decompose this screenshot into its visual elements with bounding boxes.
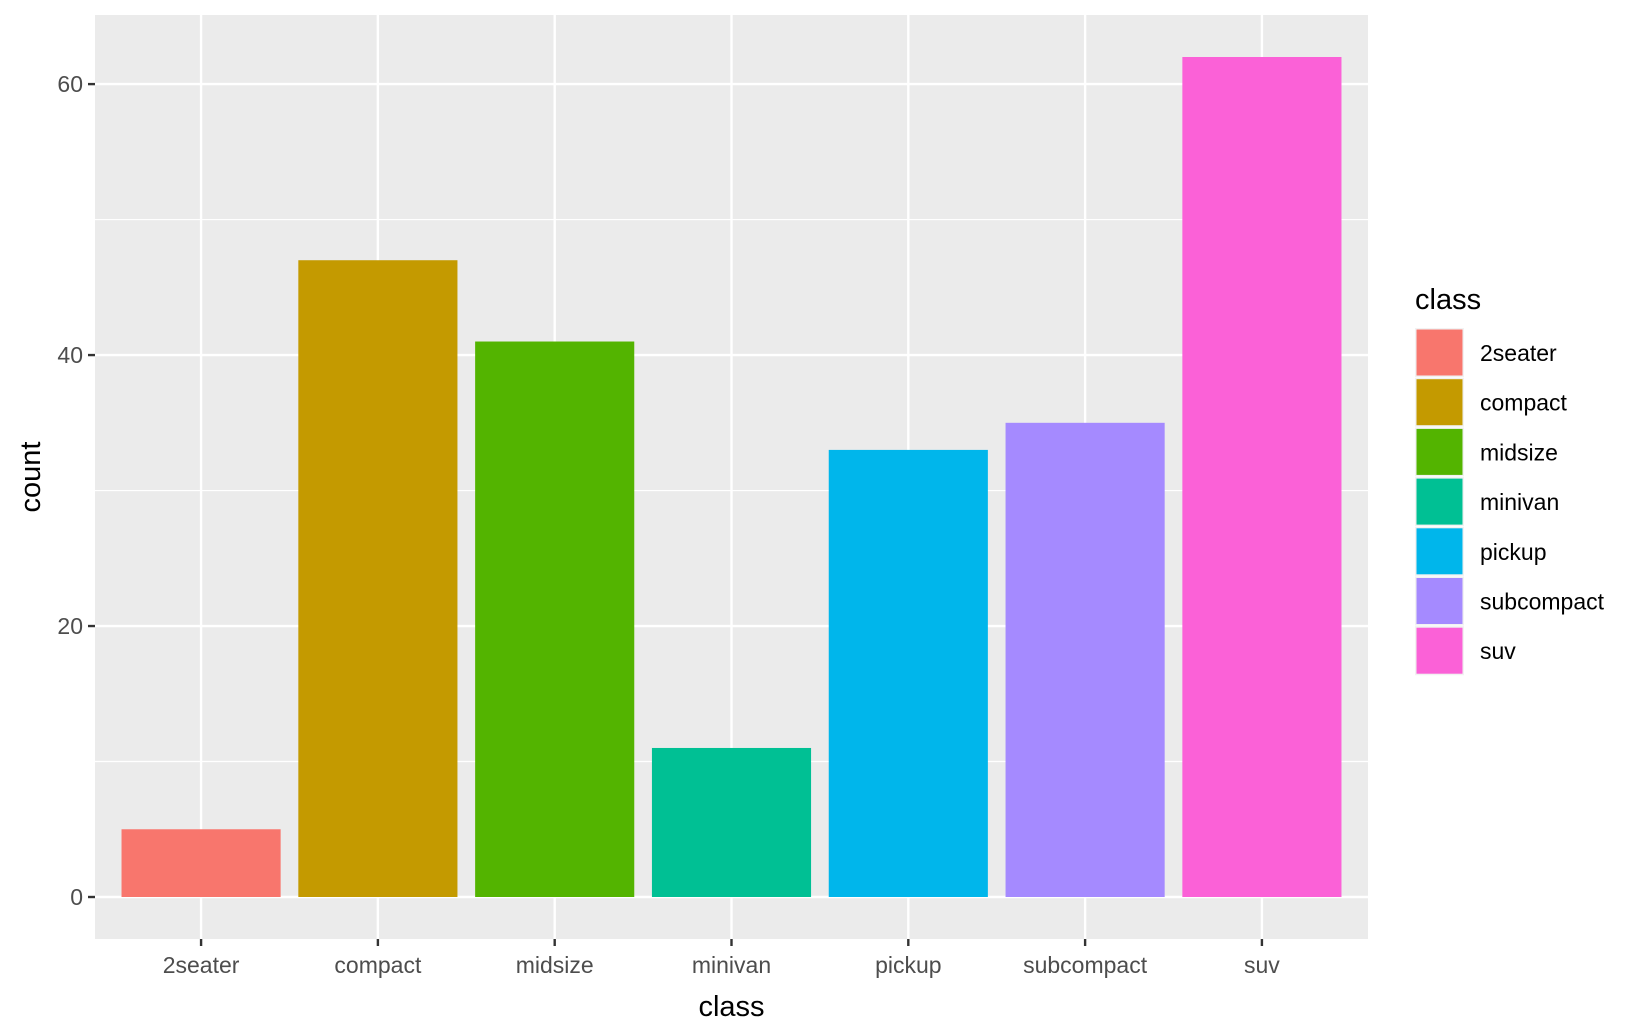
y-tick-label: 20 [57,613,83,639]
x-tick-label: midsize [516,952,594,978]
y-tick-label: 60 [57,71,83,97]
bar-2seater [121,829,281,897]
y-tick-label: 40 [57,342,83,368]
y-tick-label: 0 [70,884,83,910]
legend-swatch-suv [1416,627,1463,674]
legend: class 2seater compact midsize minivan pickup… [1415,284,1605,676]
legend-label: suv [1480,638,1516,664]
bar-pickup [828,449,988,897]
legend-swatch-minivan [1416,478,1463,525]
legend-label: subcompact [1480,589,1605,615]
legend-label: 2seater [1480,340,1557,366]
x-tick-label: subcompact [1023,952,1148,978]
x-tick-label: pickup [875,952,941,978]
x-tick-label: minivan [692,952,771,978]
legend-swatch-midsize [1416,428,1463,475]
legend-swatch-2seater [1416,329,1463,376]
legend-items: 2seater compact midsize minivan pickup subcom… [1415,328,1605,676]
legend-label: midsize [1480,439,1558,465]
x-tick-label: suv [1244,952,1280,978]
bar-minivan [651,747,812,897]
bars [121,57,1342,898]
y-axis-title: count [15,442,47,513]
bar-midsize [475,341,635,898]
bar-suv [1182,57,1342,897]
y-axis: 0 20 40 60 [57,71,95,910]
bar-compact [298,260,458,897]
legend-label: minivan [1480,489,1559,515]
x-axis-title: class [698,991,764,1023]
legend-label: compact [1480,390,1568,416]
legend-swatch-compact [1416,379,1463,426]
bar-subcompact [1005,422,1165,897]
legend-swatch-pickup [1416,528,1463,575]
legend-title: class [1415,284,1481,316]
x-tick-label: compact [334,952,422,978]
x-tick-label: 2seater [163,952,240,978]
legend-swatch-subcompact [1416,578,1463,624]
x-axis: 2seater compact midsize minivan pickup subcom… [163,939,1280,978]
legend-label: pickup [1480,539,1546,565]
